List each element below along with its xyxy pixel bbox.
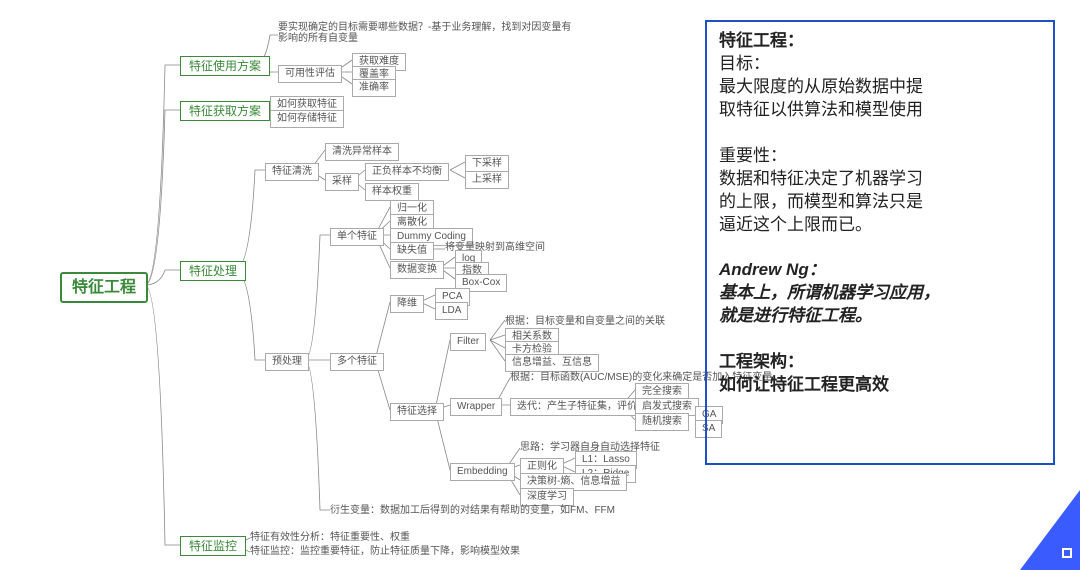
clean-outlier: 清洗异常样本 [325, 143, 399, 161]
side-p3a: 基本上，所谓机器学习应用， [719, 282, 1041, 305]
derive: 衍生变量：数据加工后得到的对结果有帮助的变量，如FM、FFM [330, 505, 615, 517]
l1-process: 特征处理 [180, 261, 246, 281]
embed: Embedding [450, 463, 515, 481]
single-feature: 单个特征 [330, 228, 384, 246]
mon-eff: 特征有效性分析：特征重要性、权重 [250, 532, 410, 544]
corner-decoration [1010, 480, 1080, 570]
metric-prec: 准确率 [352, 79, 396, 97]
root-node: 特征工程 [60, 272, 148, 303]
acq-how-store: 如何存储特征 [270, 110, 344, 128]
lda: LDA [435, 302, 468, 320]
filter-note: 根据：目标变量和自变量之间的关联 [505, 316, 665, 328]
side-p1b: 取特征以供算法和模型使用 [719, 99, 1041, 122]
side-notes: 特征工程： 目标： 最大限度的从原始数据中提 取特征以供算法和模型使用 重要性：… [705, 20, 1055, 465]
l1-acquire: 特征获取方案 [180, 101, 270, 121]
mon-mon: 特征监控：监控重要特征，防止特征质量下降，影响模型效果 [250, 546, 520, 558]
proc-clean: 特征清洗 [265, 163, 319, 181]
missing: 缺失值 [390, 242, 434, 260]
upsample: 上采样 [465, 171, 509, 189]
side-h3: 重要性： [719, 145, 1041, 168]
transform: 数据变换 [390, 261, 444, 279]
w-rand: 随机搜索 [635, 413, 689, 431]
preproc: 预处理 [265, 353, 309, 371]
select: 特征选择 [390, 403, 444, 421]
side-p4: 如何让特征工程更高效 [719, 374, 1041, 397]
w-iter: 迭代：产生子特征集，评价 [510, 398, 644, 416]
sample-weight: 样本权重 [365, 183, 419, 201]
l1-usage: 特征使用方案 [180, 56, 270, 76]
wrapper: Wrapper [450, 398, 502, 416]
side-h4: Andrew Ng： [719, 259, 1041, 282]
multi-feature: 多个特征 [330, 353, 384, 371]
side-p2b: 的上限，而模型和算法只是 [719, 191, 1041, 214]
side-h2: 目标： [719, 53, 1041, 76]
side-h1: 特征工程： [719, 30, 1041, 53]
side-h5: 工程架构： [719, 351, 1041, 374]
clean-sample: 采样 [325, 173, 359, 191]
side-p2c: 逼近这个上限而已。 [719, 214, 1041, 237]
sample-imb: 正负样本不均衡 [365, 163, 449, 181]
side-p2a: 数据和特征决定了机器学习 [719, 168, 1041, 191]
filter: Filter [450, 333, 486, 351]
usage-question: 要实现确定的目标需要哪些数据？-基于业务理解，找到对因变量有影响的所有自变量 [278, 22, 578, 44]
mindmap: 特征工程 特征使用方案 特征获取方案 特征处理 特征监控 要实现确定的目标需要哪… [60, 10, 680, 570]
side-p3b: 就是进行特征工程。 [719, 305, 1041, 328]
side-p1a: 最大限度的从原始数据中提 [719, 76, 1041, 99]
f-info: 信息增益、互信息 [505, 354, 599, 372]
l1-monitor: 特征监控 [180, 536, 246, 556]
e-deep: 深度学习 [520, 488, 574, 506]
reduce: 降维 [390, 295, 424, 313]
usage-eval: 可用性评估 [278, 65, 342, 83]
